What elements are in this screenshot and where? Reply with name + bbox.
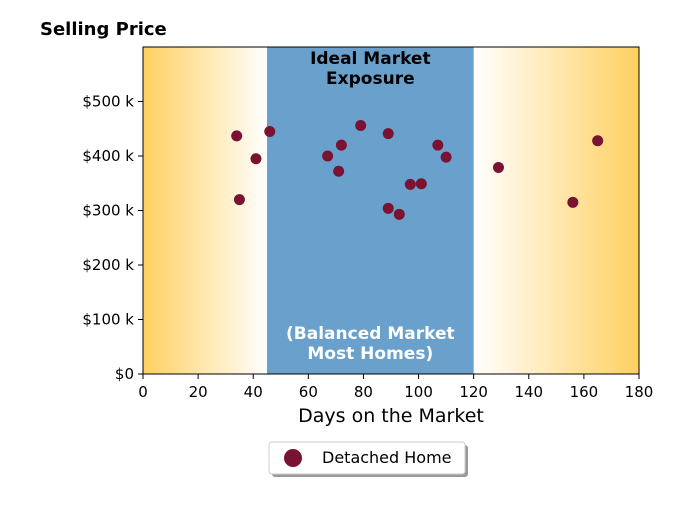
data-point <box>592 135 604 147</box>
data-point <box>393 208 405 220</box>
ideal-zone-band <box>267 47 474 374</box>
x-tick-label: 140 <box>514 383 543 401</box>
x-axis: 0 20 40 60 80 100 120 140 160 180 <box>138 374 653 401</box>
x-tick-label: 60 <box>299 383 318 401</box>
x-tick-label: 20 <box>189 383 208 401</box>
data-point <box>432 139 444 151</box>
data-point <box>233 194 245 206</box>
data-points <box>231 119 604 220</box>
data-point <box>333 165 345 177</box>
y-tick-label: $100 k <box>82 311 134 329</box>
zone-bottom-label-line: (Balanced Market <box>286 324 455 344</box>
data-point <box>250 153 262 165</box>
x-tick-label: 180 <box>625 383 654 401</box>
chart-title: Selling Price <box>40 19 167 40</box>
x-tick-label: 40 <box>244 383 263 401</box>
zone-top-label-line: Exposure <box>326 69 415 89</box>
data-point <box>382 128 394 140</box>
x-tick-label: 0 <box>138 383 148 401</box>
legend-box <box>268 441 466 475</box>
y-tick-label: $0 <box>115 365 134 383</box>
x-tick-label: 100 <box>404 383 433 401</box>
data-point <box>492 161 504 173</box>
y-tick-label: $400 k <box>82 147 134 165</box>
x-tick-label: 120 <box>459 383 488 401</box>
legend-marker <box>284 449 302 467</box>
right-gradient-region <box>473 47 639 374</box>
x-axis-title: Days on the Market <box>298 405 484 427</box>
data-point <box>415 178 427 190</box>
x-tick-label: 80 <box>354 383 373 401</box>
data-point <box>440 151 452 163</box>
y-tick-label: $500 k <box>82 93 134 111</box>
data-point <box>355 119 367 131</box>
data-point <box>382 202 394 214</box>
data-point <box>322 150 334 162</box>
y-tick-label: $300 k <box>82 202 134 220</box>
left-gradient-region <box>143 47 267 374</box>
legend-label: Detached Home <box>322 448 452 467</box>
y-tick-label: $200 k <box>82 256 134 274</box>
plot-background <box>143 47 639 374</box>
zone-top-label-line: Ideal Market <box>310 49 431 69</box>
data-point <box>404 178 416 190</box>
data-point <box>264 125 276 137</box>
data-point <box>335 139 347 151</box>
data-point <box>231 130 243 142</box>
y-axis: $0 $100 k $200 k $300 k $400 k $500 k <box>82 93 143 383</box>
data-point <box>567 196 579 208</box>
legend: Detached Home <box>268 441 468 477</box>
x-tick-label: 160 <box>570 383 599 401</box>
zone-bottom-label-line: Most Homes) <box>307 344 433 364</box>
